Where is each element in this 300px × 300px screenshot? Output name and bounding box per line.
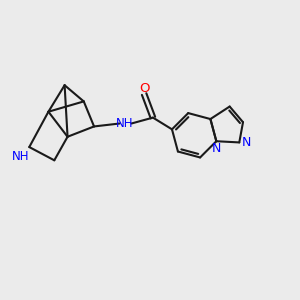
Text: N: N: [242, 136, 251, 149]
Text: N: N: [212, 142, 221, 155]
Text: O: O: [139, 82, 149, 95]
Text: NH: NH: [12, 150, 30, 163]
Text: NH: NH: [116, 117, 134, 130]
